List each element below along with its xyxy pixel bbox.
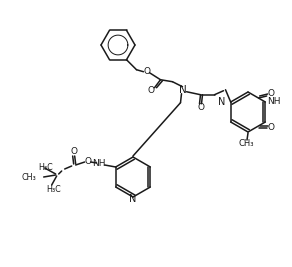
Text: H₃C: H₃C xyxy=(47,184,61,194)
Text: O: O xyxy=(70,147,77,156)
Text: NH: NH xyxy=(92,159,105,167)
Text: H₃C: H₃C xyxy=(39,163,53,171)
Text: CH₃: CH₃ xyxy=(22,172,37,182)
Text: CH₃: CH₃ xyxy=(238,139,254,148)
Text: O: O xyxy=(267,123,274,132)
Text: O: O xyxy=(143,67,150,76)
Text: O: O xyxy=(84,156,91,166)
Text: N: N xyxy=(218,97,226,107)
Text: O: O xyxy=(267,89,274,99)
Text: O: O xyxy=(148,86,155,95)
Text: N: N xyxy=(129,194,137,204)
Text: O: O xyxy=(197,103,204,112)
Text: NH: NH xyxy=(267,97,281,107)
Text: N: N xyxy=(179,85,186,95)
